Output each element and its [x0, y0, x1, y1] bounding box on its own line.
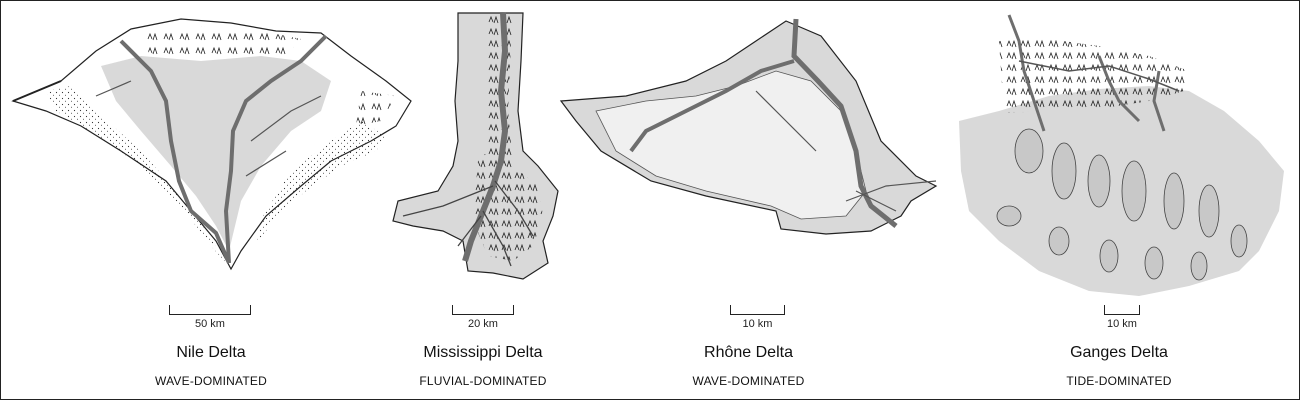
- ganges-main-channels: [1007, 14, 1166, 132]
- rhone-scale-bar-line: [730, 305, 785, 315]
- mississippi-scale-label: 20 km: [468, 318, 498, 330]
- ganges-delta-plain: [959, 86, 1284, 296]
- ganges-delta-title: Ganges Delta: [1070, 344, 1168, 361]
- rhone-petit-channel: [629, 59, 795, 153]
- ganges-marsh: [999, 39, 1189, 113]
- nile-floodplain: [101, 56, 331, 251]
- nile-minor-channel: [95, 80, 322, 177]
- nile-marsh-east: [356, 91, 396, 126]
- ganges-scale-bar: 10 km: [1104, 301, 1140, 331]
- mississippi-delta-type: FLUVIAL-DOMINATED: [419, 374, 547, 388]
- ganges-delta-map: [959, 14, 1284, 296]
- nile-coast-spit: [12, 80, 62, 102]
- nile-delta-title: Nile Delta: [176, 344, 246, 361]
- nile-damietta-branch: [223, 34, 328, 264]
- nile-marsh: [141, 26, 301, 61]
- rhone-delta-title: Rhône Delta: [704, 344, 793, 361]
- nile-beach-west: [46, 86, 226, 263]
- nile-scale-bar: 50 km: [169, 301, 251, 331]
- ganges-minor-channels: [1018, 60, 1180, 92]
- mississippi-scale-bar-line: [452, 305, 514, 315]
- ganges-scale-label: 10 km: [1107, 318, 1137, 330]
- rhone-scale-bar: 10 km: [730, 301, 785, 331]
- nile-beach-east: [256, 121, 386, 246]
- rhone-delta-panel: 10 km Rhône Delta WAVE-DOMINATED: [556, 1, 941, 399]
- rhone-minor-channels: [755, 90, 937, 212]
- mississippi-main-channel: [462, 12, 509, 262]
- rhone-great-channel: [791, 18, 898, 228]
- nile-delta-type: WAVE-DOMINATED: [155, 374, 267, 388]
- ganges-delta-type: TIDE-DOMINATED: [1066, 374, 1172, 388]
- nile-rosetta-branch: [119, 39, 231, 264]
- nile-delta-panel: 50 km Nile Delta WAVE-DOMINATED: [1, 1, 421, 399]
- mississippi-scale-bar: 20 km: [452, 301, 514, 331]
- ganges-delta-panel: 10 km Ganges Delta TIDE-DOMINATED: [949, 1, 1289, 399]
- ganges-scale-bar-line: [1104, 305, 1140, 315]
- rhone-scale-label: 10 km: [742, 318, 773, 330]
- nile-delta-map: [11, 18, 412, 271]
- nile-scale-bar-line: [169, 305, 251, 315]
- rhone-delta-map: [559, 18, 938, 235]
- mississippi-delta-title: Mississippi Delta: [423, 344, 543, 361]
- mississippi-delta-map: [392, 12, 559, 280]
- rhone-delta-type: WAVE-DOMINATED: [692, 374, 805, 388]
- nile-scale-label: 50 km: [195, 318, 225, 330]
- ganges-tidal-islands: [996, 128, 1248, 281]
- mississippi-distributaries: [402, 180, 534, 267]
- mississippi-delta-panel: 20 km Mississippi Delta FLUVIAL-DOMINATE…: [383, 1, 583, 399]
